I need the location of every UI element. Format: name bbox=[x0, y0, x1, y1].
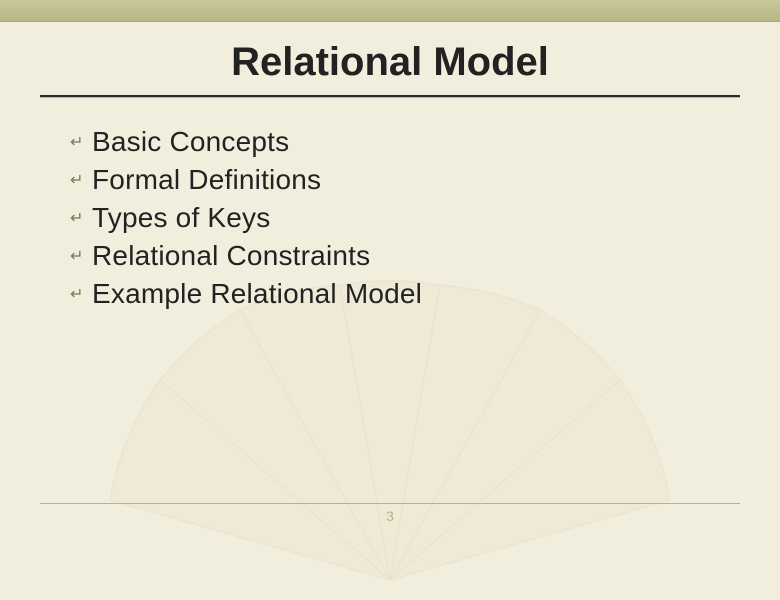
footer-rule bbox=[40, 503, 740, 504]
title-underline bbox=[40, 95, 740, 98]
list-item: ↵ Example Relational Model bbox=[70, 278, 780, 310]
bullet-text: Relational Constraints bbox=[92, 240, 370, 272]
list-item: ↵ Relational Constraints bbox=[70, 240, 780, 272]
fan-background bbox=[70, 280, 710, 600]
bullet-list: ↵ Basic Concepts ↵ Formal Definitions ↵ … bbox=[70, 126, 780, 310]
list-item: ↵ Basic Concepts bbox=[70, 126, 780, 158]
top-accent-bar bbox=[0, 0, 780, 22]
bullet-arrow-icon: ↵ bbox=[70, 132, 92, 152]
slide-title: Relational Model bbox=[0, 40, 780, 85]
page-number: 3 bbox=[0, 508, 780, 524]
bullet-text: Formal Definitions bbox=[92, 164, 321, 196]
bullet-text: Basic Concepts bbox=[92, 126, 289, 158]
bullet-arrow-icon: ↵ bbox=[70, 284, 92, 304]
list-item: ↵ Formal Definitions bbox=[70, 164, 780, 196]
bullet-arrow-icon: ↵ bbox=[70, 170, 92, 190]
bullet-text: Types of Keys bbox=[92, 202, 270, 234]
bullet-text: Example Relational Model bbox=[92, 278, 422, 310]
list-item: ↵ Types of Keys bbox=[70, 202, 780, 234]
bullet-arrow-icon: ↵ bbox=[70, 246, 92, 266]
bullet-arrow-icon: ↵ bbox=[70, 208, 92, 228]
